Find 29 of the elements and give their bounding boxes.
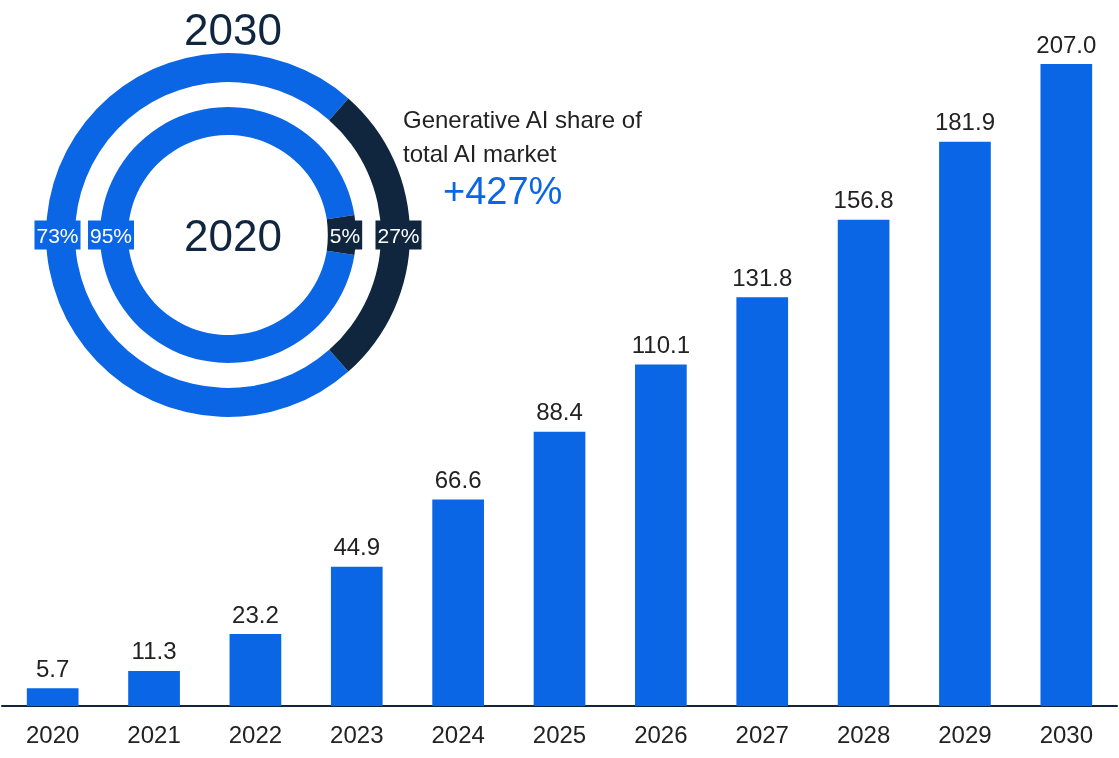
data-label: 44.9 xyxy=(333,533,381,561)
data-label: 11.3 xyxy=(131,637,177,665)
data-label: 131.8 xyxy=(732,263,793,291)
x-tick-label: 2027 xyxy=(735,720,789,748)
data-label: 207.0 xyxy=(1036,30,1097,58)
x-tick-label: 2025 xyxy=(532,720,587,748)
x-tick-label: 2029 xyxy=(938,720,992,748)
data-label: 23.2 xyxy=(232,600,279,628)
x-tick-label: 2023 xyxy=(330,720,384,748)
annotation: +427% xyxy=(443,170,563,212)
data-label: 27% xyxy=(377,223,420,247)
x-tick-label: 2028 xyxy=(836,720,891,748)
x-tick-label: 2020 xyxy=(25,720,80,748)
text: 2020 xyxy=(184,210,282,260)
data-label: 95% xyxy=(89,223,133,247)
data-label: 110.1 xyxy=(631,331,690,359)
data-label: 181.9 xyxy=(934,108,995,136)
x-tick-label: 2026 xyxy=(634,720,688,748)
x-tick-label: 2021 xyxy=(127,720,181,748)
data-label: 73% xyxy=(36,223,79,247)
x-tick-label: 2022 xyxy=(228,720,283,748)
annotation: Generative AI share of total AI market xyxy=(403,105,649,167)
data-label: 66.6 xyxy=(434,465,482,493)
data-label: 156.8 xyxy=(833,186,894,214)
data-label: 88.4 xyxy=(536,398,583,426)
x-tick-label: 2024 xyxy=(431,720,485,748)
chart-title: 2030 xyxy=(184,4,282,54)
data-label: 5.7 xyxy=(35,654,70,682)
x-tick-label: 2030 xyxy=(1039,720,1094,748)
